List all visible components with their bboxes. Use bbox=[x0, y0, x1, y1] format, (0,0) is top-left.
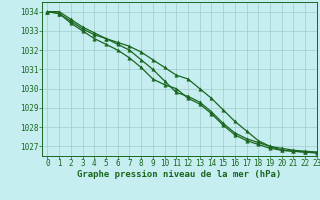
X-axis label: Graphe pression niveau de la mer (hPa): Graphe pression niveau de la mer (hPa) bbox=[77, 170, 281, 179]
